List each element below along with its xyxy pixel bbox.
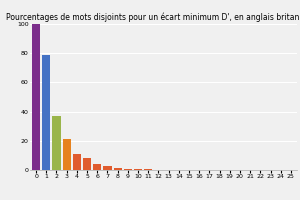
Bar [103, 166, 112, 170]
Bar [42, 55, 50, 170]
Bar [134, 169, 142, 170]
Bar [124, 169, 132, 170]
Bar [144, 169, 152, 170]
Bar [52, 116, 61, 170]
Bar [83, 158, 91, 170]
Title: Pourcentages de mots disjoints pour un écart minimum D', en anglais britannique: Pourcentages de mots disjoints pour un é… [6, 12, 300, 22]
Bar [73, 154, 81, 170]
Bar [63, 139, 71, 170]
Bar [93, 164, 101, 170]
Bar [114, 168, 122, 170]
Bar [32, 24, 40, 170]
